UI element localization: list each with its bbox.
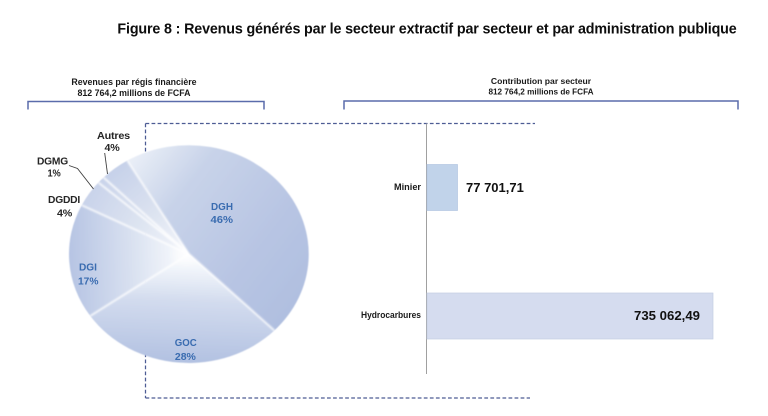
svg-text:Minier: Minier — [394, 182, 421, 192]
svg-text:Autres: Autres — [97, 131, 131, 142]
svg-text:735 062,49: 735 062,49 — [634, 308, 700, 323]
svg-text:DGMG: DGMG — [37, 156, 69, 167]
svg-text:17%: 17% — [78, 276, 99, 288]
svg-text:Figure 8 : Revenus générés par: Figure 8 : Revenus générés par le secteu… — [117, 22, 736, 38]
svg-text:DGI: DGI — [79, 262, 97, 274]
svg-text:1%: 1% — [48, 169, 61, 180]
svg-text:812 764,2 millions de FCFA: 812 764,2 millions de FCFA — [488, 88, 593, 97]
svg-text:Contribution par secteur: Contribution par secteur — [491, 76, 592, 86]
svg-text:77 701,71: 77 701,71 — [466, 180, 524, 195]
svg-text:46%: 46% — [211, 214, 234, 226]
svg-text:4%: 4% — [57, 209, 73, 220]
svg-text:4%: 4% — [105, 143, 121, 154]
svg-text:812 764,2 millions de FCFA: 812 764,2 millions de FCFA — [78, 88, 192, 98]
svg-text:DGDDI: DGDDI — [48, 195, 80, 206]
svg-text:28%: 28% — [175, 351, 197, 363]
svg-text:Hydrocarbures: Hydrocarbures — [361, 310, 421, 320]
svg-text:Revenues par régis financière: Revenues par régis financière — [71, 77, 196, 87]
svg-text:DGH: DGH — [211, 201, 233, 213]
svg-text:GOC: GOC — [175, 337, 197, 349]
